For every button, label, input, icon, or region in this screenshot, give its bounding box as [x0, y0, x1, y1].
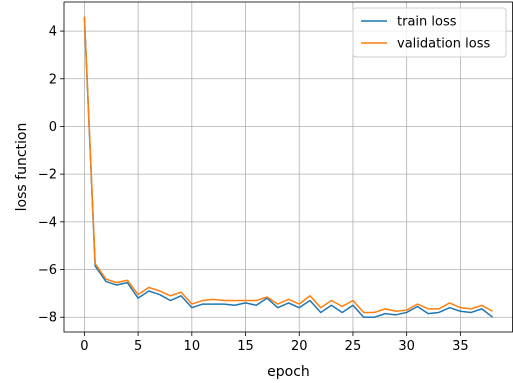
- series-lines: [83, 16, 494, 318]
- y-tick-label: 4: [49, 25, 57, 40]
- y-axis-label: loss function: [14, 123, 30, 212]
- legend-box: [352, 7, 507, 58]
- x-tick-label: 30: [398, 339, 415, 354]
- series-line-validation-loss: [83, 16, 493, 314]
- y-tick-label: −8: [38, 311, 57, 326]
- x-tick-label: 5: [134, 339, 142, 354]
- legend-label: validation loss: [397, 37, 490, 52]
- y-tick-label: 0: [49, 120, 57, 135]
- series-line-train-loss: [83, 16, 494, 318]
- x-tick-label: 0: [80, 339, 88, 354]
- x-tick-label: 10: [184, 339, 201, 354]
- y-tick-label: −4: [38, 215, 57, 230]
- legend: train loss validation loss: [352, 7, 507, 58]
- y-tick-label: −6: [38, 263, 57, 278]
- y-tick-label: −2: [38, 168, 57, 183]
- grid: [64, 2, 513, 332]
- x-axis-label: epoch: [267, 364, 310, 380]
- x-tick-label: 20: [291, 339, 308, 354]
- x-tick-label: 35: [452, 339, 469, 354]
- y-tick-label: 2: [49, 72, 57, 87]
- x-tick-label: 25: [345, 339, 362, 354]
- legend-label: train loss: [397, 15, 457, 30]
- x-tick-label: 15: [237, 339, 254, 354]
